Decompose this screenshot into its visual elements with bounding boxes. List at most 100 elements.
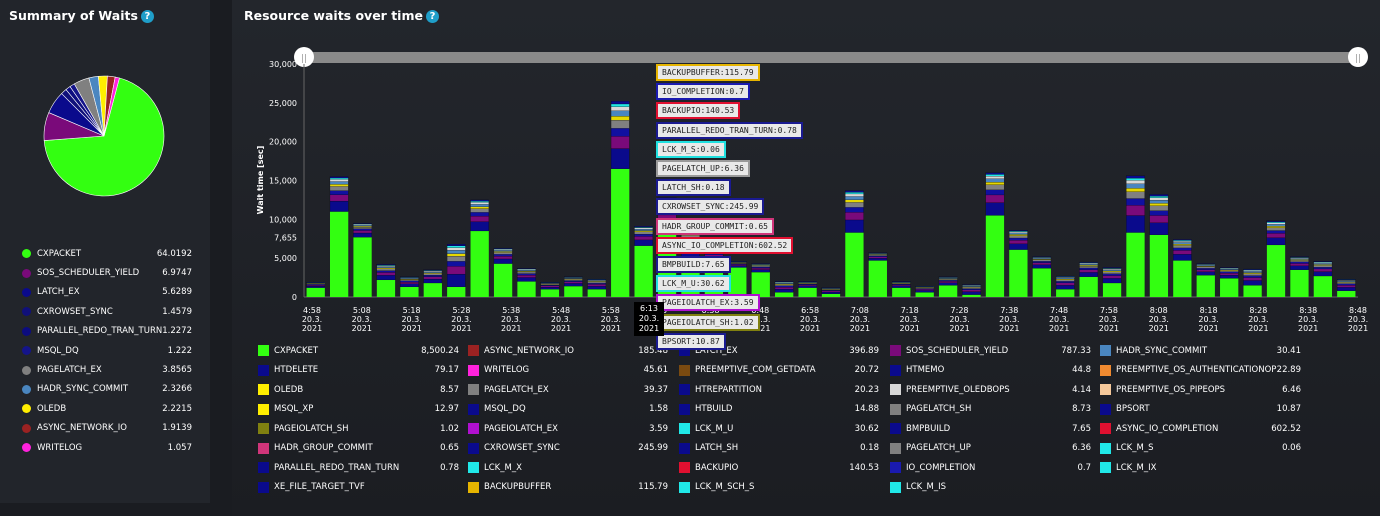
bar-cxpacket	[470, 230, 489, 297]
wait-legend-item[interactable]: ASYNC_IO_COMPLETION 602.52	[1100, 423, 1301, 434]
summary-legend-item[interactable]: OLEDB 2.2215	[22, 399, 192, 418]
wait-legend-item[interactable]: PARALLEL_REDO_TRAN_TURN 0.78	[258, 462, 459, 473]
bar-cxpacket	[447, 286, 466, 297]
bar-segment	[376, 268, 396, 271]
bar-stack	[962, 284, 981, 297]
summary-legend-item[interactable]: HADR_SYNC_COMMIT 2.3266	[22, 380, 192, 399]
wait-legend-value: 3.59	[649, 423, 668, 434]
summary-legend-item[interactable]: WRITELOG 1.057	[22, 438, 192, 457]
wait-legend-item[interactable]: PREEMPTIVE_OLEDBOPS 4.14	[890, 384, 1091, 395]
x-tick-label: 2021	[302, 324, 322, 333]
wait-legend-item[interactable]: HTBUILD 14.88	[679, 403, 879, 415]
summary-legend-item[interactable]: LATCH_EX 5.6289	[22, 283, 192, 302]
bar-segment	[1009, 231, 1028, 234]
bar-segment	[728, 263, 747, 265]
summary-legend-item[interactable]: MSQL_DQ 1.222	[22, 341, 192, 360]
summary-legend-item[interactable]: SOS_SCHEDULER_YIELD 6.9747	[22, 263, 192, 282]
summary-legend-item[interactable]: ASYNC_NETWORK_IO 1.9139	[22, 419, 192, 438]
wait-legend-item[interactable]: BMPBUILD 7.65	[890, 423, 1091, 434]
bar-segment	[751, 263, 770, 265]
bar-stack	[1102, 267, 1122, 297]
x-tick-label: 5:08	[353, 306, 371, 315]
wait-legend-item[interactable]: PREEMPTIVE_OS_AUTHENTICATIONOPS 22.89	[1100, 364, 1301, 376]
wait-legend-item[interactable]: PREEMPTIVE_COM_GETDATA 20.72	[679, 364, 879, 376]
bar-segment	[1149, 197, 1169, 201]
bar-cxpacket	[1056, 289, 1075, 297]
wait-legend-item[interactable]: LCK_M_IX	[1100, 462, 1301, 473]
bar-segment	[1196, 266, 1215, 267]
wait-legend-item[interactable]: LATCH_SH 0.18	[679, 442, 879, 454]
bar-segment	[938, 280, 958, 282]
bar-segment	[938, 281, 958, 283]
wait-legend-item[interactable]: CXROWSET_SYNC 245.99	[468, 442, 668, 454]
x-tick-label: 2021	[850, 324, 870, 333]
wait-legend-item[interactable]: BPSORT 10.87	[1100, 403, 1301, 415]
bar-segment	[1149, 200, 1169, 204]
bar-segment	[1173, 244, 1192, 246]
bar-segment	[1079, 261, 1098, 263]
bar-segment	[400, 276, 419, 278]
bar-segment	[540, 282, 560, 283]
wait-legend-item[interactable]: PAGEIOLATCH_EX 3.59	[468, 423, 668, 434]
bar-segment	[353, 228, 372, 231]
wait-legend-item[interactable]: LCK_M_SCH_S	[679, 481, 879, 493]
wait-legend-item[interactable]: PREEMPTIVE_OS_PIPEOPS 6.46	[1100, 384, 1301, 395]
wait-legend-item[interactable]: HTDELETE 79.17	[258, 364, 459, 376]
wait-legend-item[interactable]: XE_FILE_TARGET_TVF	[258, 481, 459, 493]
wait-legend-item[interactable]: WRITELOG 45.61	[468, 364, 668, 376]
bar-segment	[1219, 270, 1239, 272]
bar-segment	[1290, 263, 1309, 266]
wait-legend-item[interactable]: LCK_M_U 30.62	[679, 423, 879, 434]
bar-segment	[1290, 260, 1309, 262]
summary-help-icon[interactable]: ?	[140, 10, 154, 23]
bar-segment	[400, 278, 419, 280]
wait-legend-item[interactable]: LCK_M_IS	[890, 481, 1091, 493]
wait-legend-item[interactable]: OLEDB 8.57	[258, 384, 459, 395]
wait-legend-item[interactable]: ASYNC_NETWORK_IO 185.48	[468, 345, 668, 356]
bar-segment	[329, 179, 349, 182]
chart-help-icon[interactable]: ?	[425, 10, 439, 23]
wait-legend-item[interactable]: SOS_SCHEDULER_YIELD 787.33	[890, 345, 1091, 356]
x-tick-label: 2021	[451, 324, 471, 333]
wait-legend-item[interactable]: LATCH_EX 396.89	[679, 345, 879, 356]
bar-cxpacket	[868, 260, 887, 297]
summary-legend-item[interactable]: CXPACKET 64.0192	[22, 244, 192, 263]
bar-segment	[400, 281, 419, 284]
wait-legend-item[interactable]: MSQL_DQ 1.58	[468, 403, 668, 415]
wait-legend-item[interactable]: LCK_M_S 0.06	[1100, 442, 1301, 454]
wait-legend-item[interactable]: PAGELATCH_SH 8.73	[890, 403, 1091, 415]
wait-legend-item[interactable]: CXPACKET 8,500.24	[258, 345, 459, 356]
bar-segment	[845, 196, 864, 200]
wait-legend-item[interactable]: BACKUPIO 140.53	[679, 462, 879, 473]
wait-legend-item[interactable]: IO_COMPLETION 0.7	[890, 462, 1091, 473]
bar-segment	[1055, 278, 1075, 280]
bar-cxpacket	[1032, 268, 1051, 297]
legend-dot-icon	[22, 443, 31, 453]
summary-legend-item[interactable]: CXROWSET_SYNC 1.4579	[22, 302, 192, 321]
wait-legend-item[interactable]: HTMEMO 44.8	[890, 364, 1091, 376]
x-tick-label: 20.3.	[551, 315, 571, 324]
bar-stack	[915, 286, 934, 297]
bar-segment	[493, 249, 513, 251]
legend-swatch-icon	[468, 442, 479, 454]
wait-legend-item[interactable]: HADR_GROUP_COMMIT 0.65	[258, 442, 459, 454]
wait-legend-item[interactable]: LCK_M_X	[468, 462, 668, 473]
bar-segment	[1126, 183, 1145, 189]
x-tick-label: 8:38	[1299, 306, 1317, 315]
wait-legend-item[interactable]: BACKUPBUFFER 115.79	[468, 481, 668, 493]
wait-legend-item[interactable]: PAGELATCH_EX 39.37	[468, 384, 668, 395]
wait-legend-label: CXPACKET	[274, 345, 319, 356]
wait-legend-item[interactable]: PAGEIOLATCH_SH 1.02	[258, 423, 459, 434]
bar-segment	[821, 287, 841, 289]
wait-legend-item[interactable]: PAGELATCH_UP 6.36	[890, 442, 1091, 454]
bar-segment	[985, 174, 1005, 177]
bar-segment	[938, 276, 958, 278]
summary-legend-item[interactable]: PAGELATCH_EX 3.8565	[22, 360, 192, 379]
summary-legend-item[interactable]: PARALLEL_REDO_TRAN_TURN 1.2272	[22, 322, 192, 341]
wait-legend-item[interactable]: MSQL_XP 12.97	[258, 403, 459, 415]
wait-legend-label: LCK_M_U	[695, 423, 734, 434]
wait-legend-item[interactable]: HTREPARTITION 20.23	[679, 384, 879, 395]
bar-segment	[1055, 282, 1075, 286]
bar-segment	[751, 266, 770, 269]
wait-legend-item[interactable]: HADR_SYNC_COMMIT 30.41	[1100, 345, 1301, 356]
